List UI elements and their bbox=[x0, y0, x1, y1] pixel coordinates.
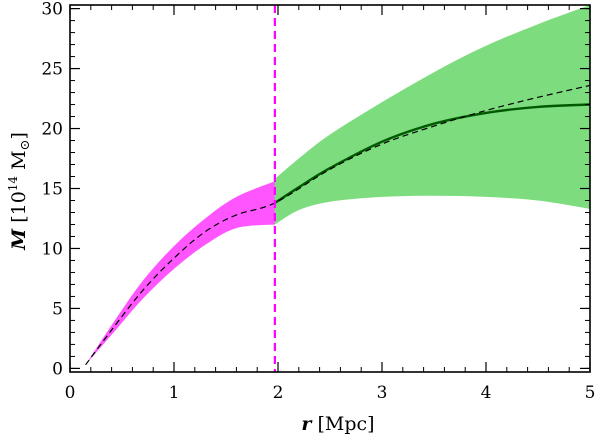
y-axis-exp: 14 bbox=[6, 176, 20, 192]
ticks-layer: 0 1 2 3 4 5 0 5 10 15 20 25 30 bbox=[41, 0, 595, 403]
y-tick-label: 15 bbox=[41, 180, 63, 200]
y-axis-pre: [10 bbox=[8, 191, 30, 229]
x-axis-unit: [Mpc] bbox=[311, 413, 374, 435]
y-tick-label: 10 bbox=[41, 239, 63, 259]
y-axis-label: M [1014 M⊙] bbox=[6, 132, 33, 251]
x-tick-label: 1 bbox=[169, 383, 180, 403]
y-tick-label: 20 bbox=[41, 120, 63, 140]
x-tick-label: 4 bbox=[481, 383, 492, 403]
outer-band bbox=[274, 5, 590, 225]
lines-layer bbox=[85, 5, 590, 372]
y-axis-sun: ⊙ bbox=[18, 140, 33, 151]
x-axis-var: r bbox=[301, 413, 313, 435]
y-axis-post: M bbox=[8, 150, 30, 176]
inner-band bbox=[85, 181, 275, 365]
y-axis-var: M bbox=[8, 228, 30, 251]
x-axis-label: r [Mpc] bbox=[301, 413, 374, 435]
x-tick-label: 5 bbox=[585, 383, 596, 403]
y-tick-label: 30 bbox=[41, 0, 63, 20]
bands-layer bbox=[85, 5, 590, 365]
y-tick-label: 25 bbox=[41, 60, 63, 80]
fit-line bbox=[274, 103, 590, 204]
x-tick-label: 3 bbox=[377, 383, 388, 403]
y-axis-close: ] bbox=[8, 132, 30, 139]
y-tick-label: 5 bbox=[52, 299, 63, 319]
x-tick-label: 0 bbox=[65, 383, 76, 403]
x-tick-label: 2 bbox=[273, 383, 284, 403]
y-tick-label: 0 bbox=[52, 359, 63, 379]
